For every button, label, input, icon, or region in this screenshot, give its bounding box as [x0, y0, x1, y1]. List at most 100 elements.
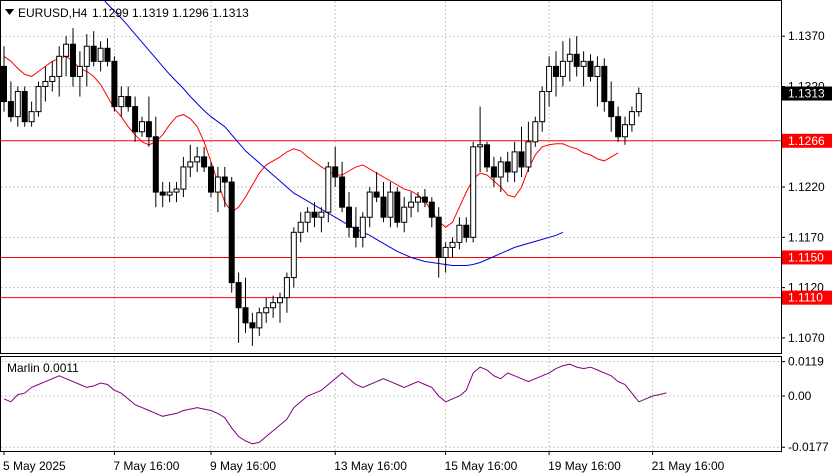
candle[interactable]	[283, 272, 290, 313]
candle[interactable]	[242, 277, 249, 333]
candle[interactable]	[566, 38, 573, 82]
candle[interactable]	[484, 141, 490, 172]
candle[interactable]	[42, 66, 49, 102]
candle[interactable]	[159, 182, 166, 208]
candle-body-bull	[525, 141, 532, 168]
candle[interactable]	[180, 156, 187, 198]
candle[interactable]	[428, 197, 435, 228]
candle[interactable]	[111, 56, 118, 112]
candle[interactable]	[497, 156, 504, 193]
candle[interactable]	[90, 31, 97, 67]
candle[interactable]	[456, 217, 463, 250]
candle[interactable]	[635, 87, 642, 117]
candle[interactable]	[594, 56, 601, 107]
candle[interactable]	[532, 116, 539, 147]
candle[interactable]	[387, 182, 394, 228]
candle[interactable]	[449, 237, 456, 258]
candle[interactable]	[297, 212, 304, 243]
candle[interactable]	[76, 51, 83, 97]
candle[interactable]	[325, 161, 332, 223]
candle[interactable]	[366, 187, 373, 228]
candle[interactable]	[380, 182, 387, 223]
candle[interactable]	[490, 156, 497, 188]
candle[interactable]	[249, 312, 256, 346]
candle[interactable]	[235, 272, 242, 343]
candle[interactable]	[201, 146, 208, 172]
candle[interactable]	[194, 146, 201, 172]
candle[interactable]	[373, 171, 380, 203]
candle[interactable]	[228, 177, 235, 293]
candle[interactable]	[70, 28, 76, 87]
candle[interactable]	[615, 106, 622, 142]
candle[interactable]	[1, 46, 7, 112]
candle[interactable]	[311, 202, 318, 228]
candle[interactable]	[332, 146, 339, 188]
candle[interactable]	[221, 166, 228, 208]
candle[interactable]	[608, 81, 615, 132]
candle[interactable]	[63, 36, 70, 77]
candle[interactable]	[401, 197, 408, 233]
candle[interactable]	[118, 86, 125, 117]
candle[interactable]	[442, 242, 449, 273]
candle[interactable]	[263, 297, 270, 323]
candle[interactable]	[546, 56, 553, 107]
candle[interactable]	[470, 141, 477, 243]
candle[interactable]	[83, 34, 90, 87]
candle-body-bear	[159, 191, 166, 196]
candle[interactable]	[463, 217, 470, 243]
candlestick-series[interactable]	[1, 28, 642, 346]
candle[interactable]	[408, 192, 415, 218]
candle-body-bear	[518, 151, 525, 168]
candle[interactable]	[132, 96, 139, 142]
candle[interactable]	[435, 207, 442, 278]
candle[interactable]	[166, 182, 173, 203]
candle[interactable]	[504, 151, 511, 183]
candle[interactable]	[394, 187, 401, 228]
candle[interactable]	[553, 51, 559, 97]
candle[interactable]	[187, 144, 194, 177]
candle[interactable]	[628, 106, 635, 132]
candle[interactable]	[256, 307, 263, 336]
candle[interactable]	[318, 207, 325, 233]
candle-body-bear	[132, 106, 139, 133]
candle[interactable]	[125, 86, 132, 112]
candle[interactable]	[7, 81, 14, 122]
candle[interactable]	[277, 292, 283, 323]
candle[interactable]	[56, 46, 63, 97]
candle[interactable]	[359, 212, 366, 248]
candle[interactable]	[104, 38, 111, 67]
menu-triangle-icon[interactable]	[5, 9, 14, 15]
candle[interactable]	[601, 58, 608, 112]
candle[interactable]	[97, 41, 104, 72]
candle[interactable]	[580, 51, 587, 87]
candle[interactable]	[173, 182, 180, 203]
candle[interactable]	[559, 41, 566, 87]
candle[interactable]	[208, 161, 214, 198]
candle[interactable]	[477, 106, 484, 172]
candle[interactable]	[346, 192, 352, 238]
candle[interactable]	[573, 36, 580, 77]
candle[interactable]	[21, 86, 28, 127]
candle[interactable]	[304, 207, 311, 233]
candle[interactable]	[587, 54, 594, 82]
candle[interactable]	[518, 126, 525, 177]
candle[interactable]	[35, 81, 42, 117]
candle[interactable]	[352, 207, 359, 248]
candle[interactable]	[339, 161, 346, 213]
candle-body-bull	[297, 221, 304, 233]
candle[interactable]	[152, 116, 159, 208]
candle[interactable]	[539, 86, 546, 132]
candle[interactable]	[622, 116, 628, 145]
candle[interactable]	[511, 141, 518, 183]
candle[interactable]	[14, 86, 21, 127]
candle[interactable]	[290, 227, 297, 288]
candle[interactable]	[270, 295, 277, 318]
candle[interactable]	[139, 116, 145, 137]
candle[interactable]	[415, 192, 421, 213]
candle[interactable]	[28, 101, 35, 127]
candle[interactable]	[214, 166, 221, 213]
candle[interactable]	[525, 121, 532, 172]
candle[interactable]	[145, 96, 152, 147]
candle[interactable]	[421, 189, 428, 208]
candle[interactable]	[49, 61, 56, 92]
